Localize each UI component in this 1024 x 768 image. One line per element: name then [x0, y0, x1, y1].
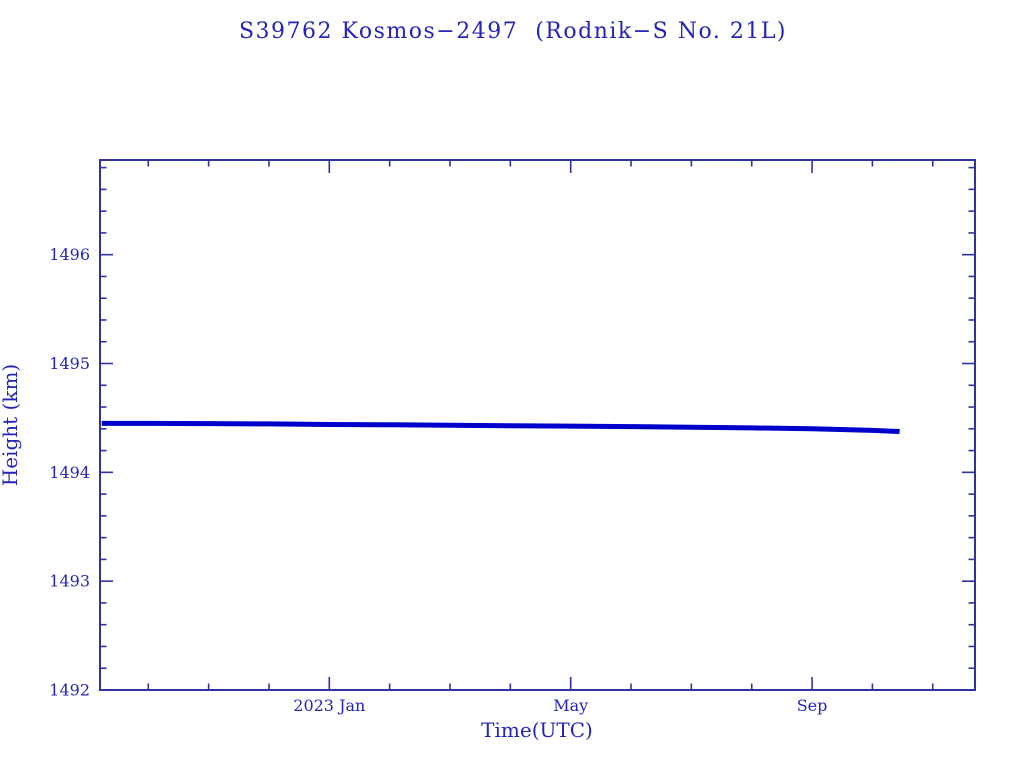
height-series-line	[101, 420, 900, 434]
y-tick-label: 1492	[49, 681, 90, 700]
y-tick-label: 1494	[49, 463, 90, 482]
x-tick-label: Sep	[797, 696, 828, 715]
x-tick-label: 2023 Jan	[293, 696, 365, 715]
y-tick-label: 1496	[49, 245, 90, 264]
plot-area: 1492 1493 1494 1495 1496 2023 Jan May Sep	[49, 159, 976, 715]
chart-title: S39762 Kosmos−2497 (Rodnik−S No. 21L)	[239, 19, 787, 44]
y-tick-label: 1493	[49, 572, 90, 591]
y-tick-label: 1495	[49, 354, 90, 373]
y-axis-label: Height (km)	[0, 364, 22, 486]
x-axis-label: Time(UTC)	[481, 718, 593, 742]
x-tick-label: May	[553, 696, 588, 715]
plot-frame	[99, 159, 976, 691]
